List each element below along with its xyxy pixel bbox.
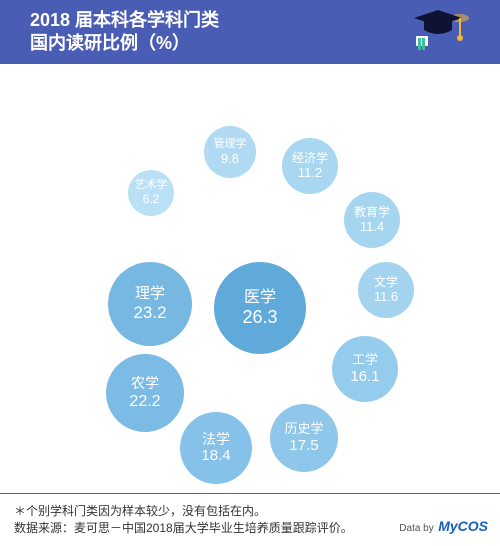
bubble-label: 艺术学 [135, 179, 168, 192]
bubble-value: 26.3 [242, 307, 277, 329]
databy-brand: MyCOS [438, 518, 488, 534]
bubble-label: 理学 [135, 285, 165, 303]
bubble-chart-area: 医学26.3理学23.2农学22.2法学18.4历史学17.5工学16.1文学1… [0, 64, 500, 484]
chart-header: 2018 届本科各学科门类 国内读研比例（%） [0, 0, 500, 64]
databy-label: Data by [399, 523, 433, 534]
bubble-10: 艺术学6.2 [128, 170, 174, 216]
bubble-label: 医学 [244, 288, 276, 307]
footer-attribution: Data by MyCOS [399, 518, 488, 536]
bubble-8: 经济学11.2 [282, 138, 338, 194]
bubble-value: 11.4 [360, 219, 384, 235]
bubble-label: 管理学 [214, 138, 247, 151]
bubble-value: 11.2 [298, 165, 322, 181]
bubble-value: 18.4 [201, 447, 230, 465]
bubble-value: 6.2 [143, 192, 160, 206]
bubble-4: 历史学17.5 [270, 404, 338, 472]
bubble-2: 农学22.2 [106, 354, 184, 432]
bubble-label: 经济学 [292, 151, 328, 165]
bubble-label: 历史学 [284, 421, 323, 437]
bubble-7: 教育学11.4 [344, 192, 400, 248]
bubble-label: 文学 [374, 275, 398, 289]
bubble-value: 23.2 [133, 303, 166, 323]
bubble-5: 工学16.1 [332, 336, 398, 402]
bubble-label: 教育学 [354, 205, 390, 219]
bubble-value: 9.8 [221, 151, 239, 167]
bubble-value: 16.1 [350, 368, 379, 386]
bubble-label: 法学 [202, 431, 230, 448]
bubble-1: 理学23.2 [108, 262, 192, 346]
bubble-value: 22.2 [129, 392, 160, 411]
graduation-cap-icon [414, 6, 470, 57]
bubble-3: 法学18.4 [180, 412, 252, 484]
bubble-label: 农学 [131, 375, 159, 392]
bubble-value: 11.6 [374, 289, 398, 305]
footer-note: ＊个别学科门类因为样本较少，没有包括在内。 [14, 502, 486, 519]
bubble-0: 医学26.3 [214, 262, 306, 354]
bubble-9: 管理学9.8 [204, 126, 256, 178]
chart-footer: ＊个别学科门类因为样本较少，没有包括在内。 数据来源：麦可思－中国2018届大学… [0, 493, 500, 546]
bubble-value: 17.5 [289, 437, 318, 455]
bubble-label: 工学 [352, 352, 378, 368]
chart-title: 2018 届本科各学科门类 国内读研比例（%） [30, 9, 219, 56]
bubble-6: 文学11.6 [358, 262, 414, 318]
